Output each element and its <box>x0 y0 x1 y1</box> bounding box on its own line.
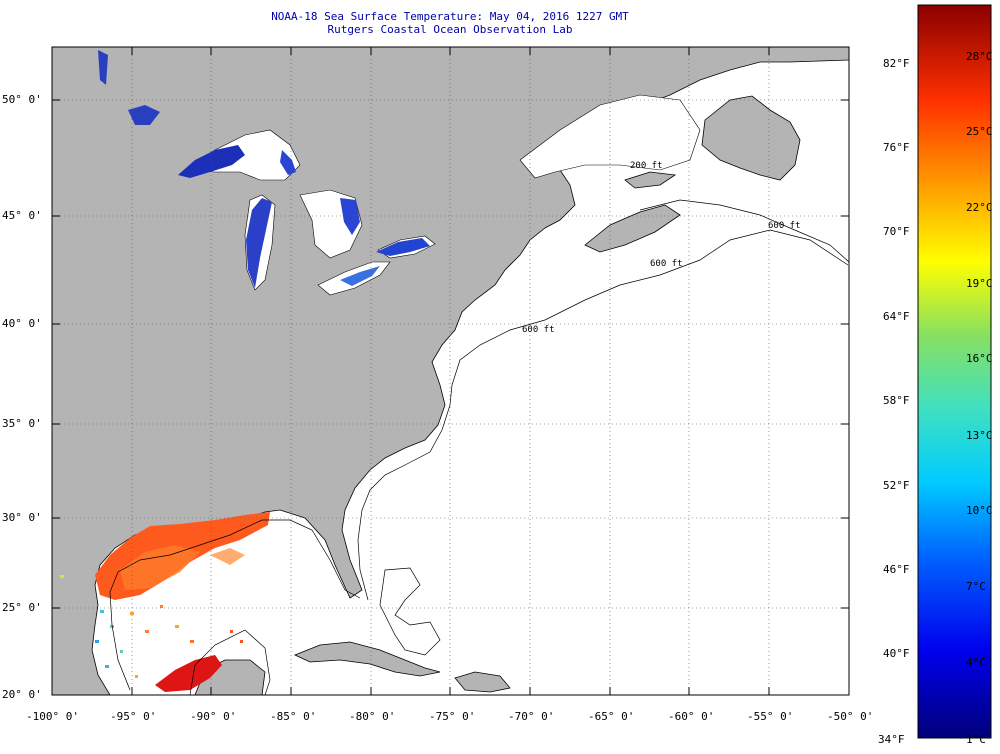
map-subtitle: Rutgers Coastal Ocean Observation Lab <box>327 23 573 36</box>
land-newfoundland <box>701 95 801 181</box>
colorbar-f-label: 70°F <box>883 225 910 238</box>
axis-ticks <box>52 47 849 695</box>
sst-lake-superior <box>178 145 245 178</box>
sst-lake-superior-east <box>280 150 296 175</box>
lat-label: 45° 0' <box>2 209 42 222</box>
lon-label: -75° 0' <box>429 710 476 723</box>
lon-label: -65° 0' <box>588 710 635 723</box>
depth-contour-east-coast <box>357 229 849 601</box>
colorbar-c-label: 13°C <box>966 429 993 442</box>
colorbar-f-label: 58°F <box>883 394 910 407</box>
lon-label: -80° 0' <box>349 710 396 723</box>
lon-label: -60° 0' <box>668 710 715 723</box>
colorbar-c-label: 7°C <box>966 580 986 593</box>
lat-label: 25° 0' <box>2 601 42 614</box>
colorbar-f-label: 82°F <box>883 57 910 70</box>
lat-label: 30° 0' <box>2 511 42 524</box>
sst-rainy-lakes <box>128 105 160 125</box>
lat-label: 40° 0' <box>2 317 42 330</box>
land-anticosti <box>624 171 677 189</box>
lon-label: -90° 0' <box>190 710 237 723</box>
sst-gulf-red-patch <box>155 655 222 692</box>
sst-lake-michigan <box>246 198 272 288</box>
sst-gulf-scatter-east <box>210 548 245 565</box>
depth-contour-bahamas <box>379 567 441 656</box>
colorbar-c-label: 28°C <box>966 50 993 63</box>
st-lawrence-gulf <box>519 94 701 179</box>
colorbar-f-label: 76°F <box>883 141 910 154</box>
sst-lake-ontario <box>376 238 430 256</box>
colorbar-c-label: 19°C <box>966 277 993 290</box>
land-nova-scotia <box>584 204 681 253</box>
lat-label: 20° 0' <box>2 688 42 701</box>
lon-label: -95° 0' <box>110 710 157 723</box>
depth-contour-yucatan <box>189 629 271 695</box>
contour-label: 600 ft <box>768 221 801 231</box>
map-title: NOAA-18 Sea Surface Temperature: May 04,… <box>271 10 629 23</box>
contour-label: 600 ft <box>650 259 683 269</box>
depth-contour-gulf <box>109 519 361 691</box>
land-cuba <box>293 641 441 677</box>
colorbar-f-label: 46°F <box>883 563 910 576</box>
lon-label: -50° 0' <box>827 710 874 723</box>
colorbar-c-label: 10°C <box>966 504 993 517</box>
colorbar-f-label: 52°F <box>883 479 910 492</box>
colorbar-f-label: 40°F <box>883 647 910 660</box>
colorbar-c-label: 16°C <box>966 352 993 365</box>
depth-contour-grand-banks <box>639 199 849 263</box>
lon-label: -85° 0' <box>270 710 317 723</box>
lon-label: -100° 0' <box>26 710 79 723</box>
sst-gulf-warm-inner <box>120 545 200 590</box>
sst-lake-nipigon <box>98 50 108 85</box>
colorbar-c-label: 25°C <box>966 125 993 138</box>
colorbar-c-label: 1°C <box>966 733 986 746</box>
lat-label: 35° 0' <box>2 417 42 430</box>
land-hispaniola <box>454 671 511 693</box>
lat-label: 50° 0' <box>2 93 42 106</box>
colorbar-f-label: 64°F <box>883 310 910 323</box>
colorbar-c-label: 22°C <box>966 201 993 214</box>
sst-lake-huron <box>340 198 360 235</box>
sst-lake-erie <box>340 266 380 286</box>
lon-label: -70° 0' <box>508 710 555 723</box>
contour-label: 200 ft <box>630 161 663 171</box>
graticule <box>52 47 849 695</box>
colorbar-f-label: 34°F <box>878 733 905 746</box>
colorbar <box>917 4 992 739</box>
contour-label: 600 ft <box>522 325 555 335</box>
lon-label: -55° 0' <box>747 710 794 723</box>
colorbar-c-label: 4°C <box>966 656 986 669</box>
